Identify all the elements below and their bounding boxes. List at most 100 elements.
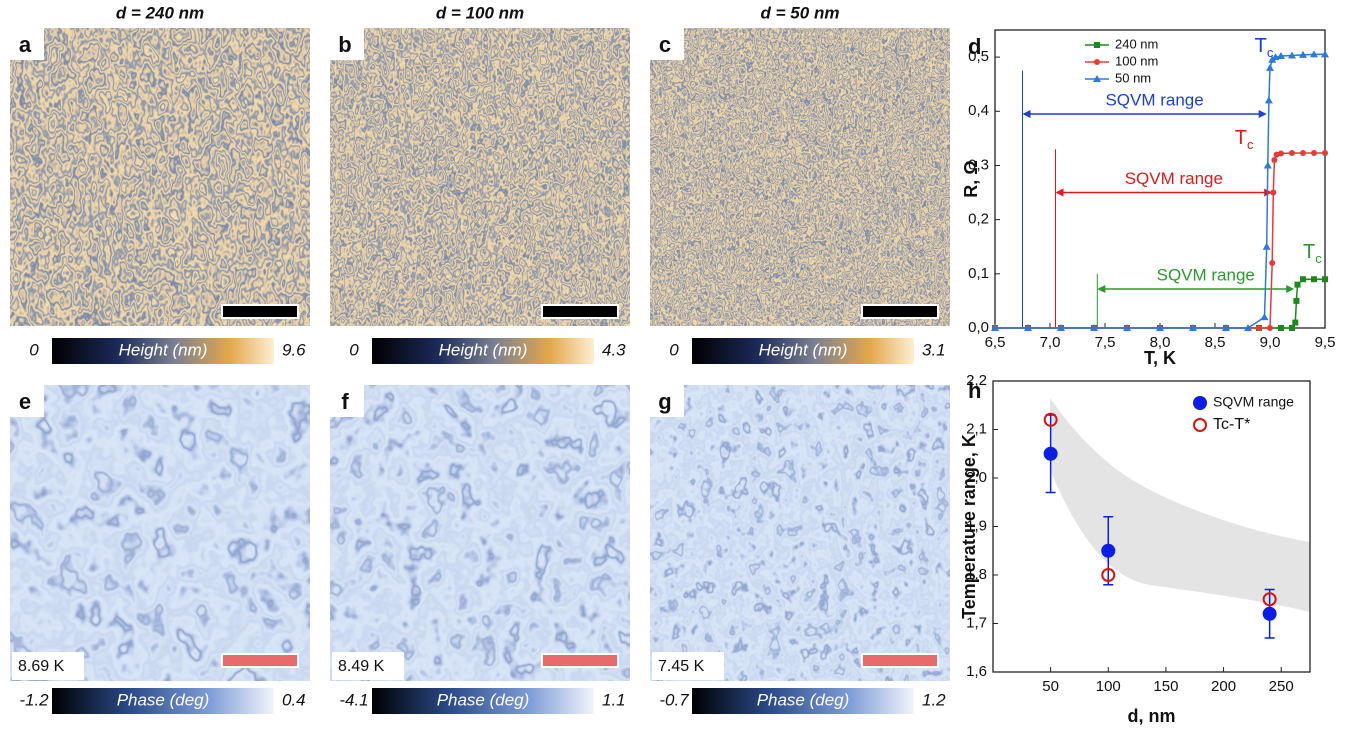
marker bbox=[1278, 325, 1284, 331]
scale-min: 0 bbox=[349, 340, 359, 359]
marker bbox=[1263, 161, 1272, 169]
y-tick-label: 1,8 bbox=[966, 566, 987, 583]
marker bbox=[1193, 396, 1207, 410]
scale-label: Height (nm) bbox=[119, 340, 208, 359]
marker bbox=[1093, 75, 1101, 82]
marker bbox=[1189, 324, 1197, 331]
scale-min: -4.1 bbox=[339, 690, 368, 709]
x-tick-label: 150 bbox=[1153, 678, 1178, 695]
panel-letter: g bbox=[658, 389, 671, 414]
marker bbox=[1267, 325, 1273, 331]
range-label: SQVM range bbox=[1125, 169, 1223, 188]
marker bbox=[1311, 276, 1317, 283]
y-tick-label: 1,6 bbox=[966, 663, 987, 680]
marker bbox=[1300, 276, 1306, 283]
scale-label: Phase (deg) bbox=[437, 690, 530, 709]
legend-label: Tc-T* bbox=[1213, 416, 1250, 433]
panel-header: d = 240 nm bbox=[116, 3, 204, 22]
marker bbox=[1090, 324, 1098, 331]
temperature: 8.49 K bbox=[338, 658, 385, 675]
marker bbox=[1101, 543, 1116, 558]
marker bbox=[1193, 418, 1207, 432]
panel-letter: d bbox=[968, 34, 981, 59]
colorbar bbox=[372, 688, 594, 714]
y-tick-label: 0,0 bbox=[968, 319, 989, 336]
phase-map bbox=[650, 385, 950, 681]
marker bbox=[991, 324, 999, 331]
y-axis-label: Temperature range, K bbox=[959, 434, 979, 619]
x-tick-label: 250 bbox=[1269, 678, 1294, 695]
marker bbox=[1024, 324, 1032, 331]
marker bbox=[1288, 51, 1296, 59]
x-tick-label: 9,5 bbox=[1315, 334, 1336, 351]
tc-label: Tc bbox=[1235, 127, 1254, 152]
marker bbox=[1057, 324, 1065, 331]
tc-main: T bbox=[1255, 35, 1267, 57]
marker bbox=[1094, 42, 1100, 48]
marker bbox=[1310, 50, 1318, 58]
marker bbox=[1293, 297, 1300, 304]
arrow-head bbox=[1258, 109, 1267, 118]
arrow-head bbox=[1097, 284, 1106, 293]
y-tick-label: 2,2 bbox=[966, 372, 987, 389]
colorbar bbox=[52, 338, 274, 364]
x-axis-label: d, nm bbox=[1128, 706, 1176, 726]
marker bbox=[1123, 324, 1131, 331]
x-tick-label: 9,0 bbox=[1260, 334, 1281, 351]
marker bbox=[1289, 149, 1295, 156]
y-tick-label: 1,7 bbox=[966, 614, 987, 631]
legend-label: SQVM range bbox=[1213, 394, 1294, 410]
panel-letter: b bbox=[338, 32, 351, 57]
colorbar bbox=[52, 688, 274, 714]
panel-letter: e bbox=[19, 389, 31, 414]
range-label: SQVM range bbox=[1157, 265, 1255, 284]
marker bbox=[1311, 149, 1317, 156]
temperature: 8.69 K bbox=[18, 658, 65, 675]
letter-box bbox=[330, 28, 364, 60]
panel-letter: h bbox=[968, 378, 981, 403]
scale-label: Height (nm) bbox=[439, 340, 528, 359]
height-map bbox=[330, 28, 630, 326]
y-tick-label: 0,4 bbox=[968, 102, 989, 119]
letter-box bbox=[650, 385, 684, 417]
colorbar bbox=[692, 688, 914, 714]
scale-max: 1.1 bbox=[602, 690, 626, 709]
series-line bbox=[995, 278, 1325, 329]
y-tick-label: 0,5 bbox=[968, 48, 989, 65]
colorbar bbox=[692, 338, 914, 364]
legend-label: 100 nm bbox=[1115, 53, 1158, 68]
letter-box bbox=[10, 385, 44, 417]
marker bbox=[1299, 50, 1307, 58]
scale-max: 3.1 bbox=[922, 340, 946, 359]
tc-sub: c bbox=[1247, 138, 1254, 153]
marker bbox=[1269, 259, 1276, 266]
scale-bar bbox=[861, 304, 939, 319]
height-map bbox=[10, 28, 310, 326]
marker bbox=[1260, 313, 1269, 321]
scale-bar bbox=[541, 653, 619, 668]
scale-bar bbox=[861, 653, 939, 668]
marker bbox=[1292, 319, 1299, 326]
tc-sub: c bbox=[1315, 251, 1322, 266]
x-tick-label: 7,5 bbox=[1095, 334, 1116, 351]
marker bbox=[1264, 96, 1273, 104]
height-map bbox=[650, 28, 950, 326]
scale-label: Phase (deg) bbox=[117, 690, 210, 709]
arrow-head bbox=[1022, 109, 1031, 118]
marker bbox=[1289, 325, 1295, 331]
marker bbox=[1262, 242, 1271, 250]
tc-main: T bbox=[1303, 241, 1315, 263]
y-tick-label: 0,3 bbox=[968, 156, 989, 173]
tc-sub: c bbox=[1267, 46, 1274, 61]
x-tick-label: 200 bbox=[1211, 678, 1236, 695]
marker bbox=[1262, 592, 1277, 607]
marker bbox=[1262, 606, 1277, 621]
arrow-head bbox=[1286, 284, 1295, 293]
marker bbox=[1271, 157, 1278, 164]
x-tick-label: 8,0 bbox=[1150, 334, 1171, 351]
legend-label: 50 nm bbox=[1115, 70, 1151, 85]
temp-box bbox=[332, 652, 404, 680]
phase-map bbox=[330, 385, 630, 681]
temp-box bbox=[12, 652, 84, 680]
